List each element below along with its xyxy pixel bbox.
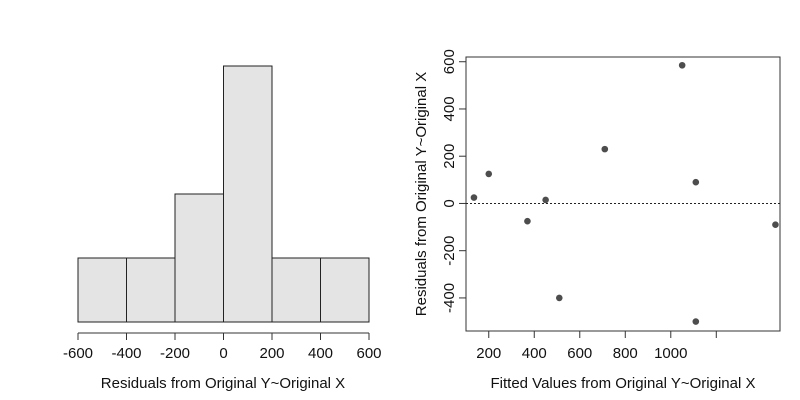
scatter-point [485, 170, 493, 178]
histogram-x-tick-label: 0 [219, 345, 227, 362]
scatter-points [470, 61, 779, 325]
scatter-x-tick-label: 800 [613, 345, 638, 362]
histogram-bar [320, 257, 370, 323]
histogram-x-label: Residuals from Original Y~Original X [101, 375, 345, 392]
scatter-x-tick-label: 1000 [654, 345, 687, 362]
scatter-point [678, 61, 686, 69]
histogram-x-tick-label: 200 [259, 345, 284, 362]
histogram-bar [271, 257, 321, 323]
scatter-y-tick-label: 200 [441, 144, 458, 169]
histogram-x-tick-label: -400 [111, 345, 141, 362]
histogram-x-tick-label: 400 [308, 345, 333, 362]
scatter-panel: 200 400 600 800 1000 -400 -200 0 200 400 600 Fitt… [413, 49, 781, 392]
scatter-x-tick-label: 400 [522, 345, 547, 362]
histogram-x-tick-label: -200 [160, 345, 190, 362]
scatter-y-tick-label: 0 [441, 199, 458, 207]
histogram-bar [174, 193, 224, 323]
histogram-x-tick-label: 600 [356, 345, 381, 362]
scatter-x-tick-label: 600 [567, 345, 592, 362]
scatter-point [542, 196, 549, 204]
scatter-y-ticks: -400 -200 0 200 400 600 [441, 49, 466, 313]
scatter-y-label: Residuals from Original Y~Original X [413, 72, 430, 316]
scatter-point [692, 178, 700, 186]
scatter-point [470, 194, 478, 201]
scatter-x-ticks: 200 400 600 800 1000 [476, 331, 717, 362]
scatter-point [692, 318, 700, 325]
scatter-point [524, 217, 531, 225]
scatter-y-tick-label: 400 [441, 96, 458, 121]
scatter-x-label: Fitted Values from Original Y~Original X [491, 375, 756, 392]
histogram-panel: -600 -400 -200 0 200 400 600 Residuals from Or… [63, 65, 382, 392]
histogram-x-ticks: -600 -400 -200 0 200 400 600 [63, 333, 382, 362]
scatter-point [555, 294, 563, 302]
scatter-x-tick-label: 200 [476, 345, 501, 362]
histogram-bars [77, 65, 370, 323]
scatter-point [601, 145, 609, 153]
scatter-y-tick-label: -400 [441, 283, 458, 313]
scatter-y-tick-label: -200 [441, 236, 458, 266]
histogram-x-tick-label: -600 [63, 345, 93, 362]
histogram-bar [223, 65, 273, 323]
scatter-plot-box [465, 56, 781, 332]
scatter-y-tick-label: 600 [441, 49, 458, 74]
scatter-point [772, 221, 779, 229]
histogram-bar [77, 257, 127, 323]
histogram-bar [126, 257, 176, 323]
